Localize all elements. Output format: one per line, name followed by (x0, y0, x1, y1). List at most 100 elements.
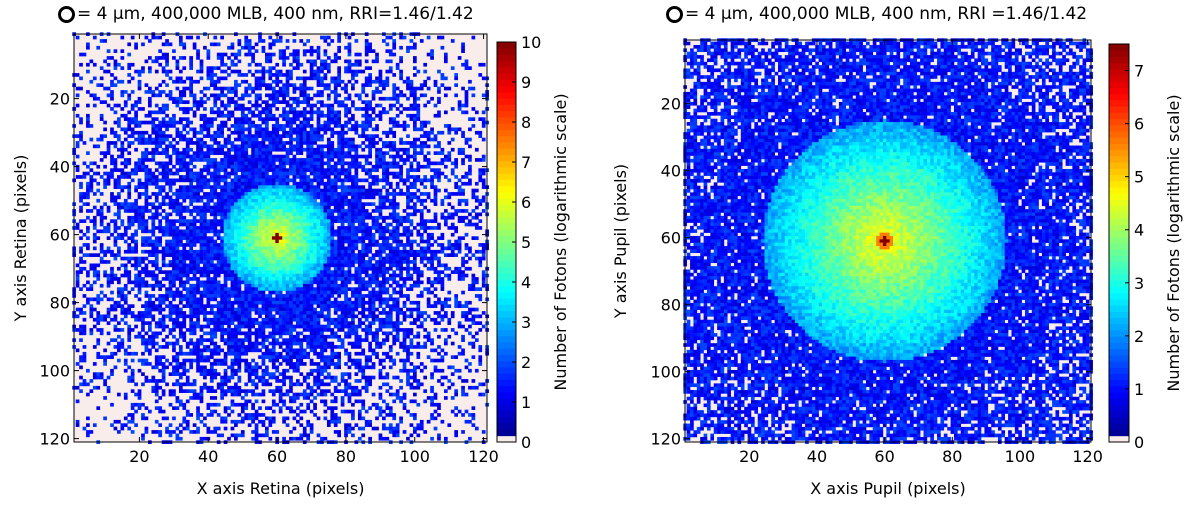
heatmap-cell (361, 253, 366, 257)
heatmap-cell (244, 127, 249, 132)
heatmap-cell (371, 144, 376, 149)
heatmap-cell (168, 260, 173, 264)
heatmap-cell (306, 202, 311, 206)
heatmap-cell (275, 198, 280, 203)
heatmap-cell (316, 147, 321, 152)
heatmap-cell (302, 222, 307, 227)
heatmap-cell (192, 45, 197, 50)
heatmap-cell (395, 100, 400, 104)
heatmap-cell (344, 144, 348, 149)
heatmap-cell (151, 110, 156, 115)
heatmap-cell (299, 110, 304, 115)
heatmap-cell (306, 198, 311, 203)
heatmap-cell (354, 161, 359, 166)
heatmap-cell (419, 127, 424, 132)
heatmap-cell (399, 270, 403, 274)
heatmap-cell (213, 188, 218, 193)
heatmap-cell (148, 141, 152, 145)
heatmap-cell (323, 161, 328, 166)
heatmap-cell (110, 249, 114, 254)
heatmap-cell (292, 273, 297, 278)
heatmap-cell (216, 178, 221, 183)
heatmap-cell (134, 171, 138, 176)
heatmap-cell (161, 195, 166, 200)
heatmap-cell (189, 120, 194, 125)
heatmap-cell (375, 239, 379, 244)
heatmap-cell (192, 195, 197, 200)
heatmap-cell (443, 266, 448, 271)
heatmap-cell (216, 168, 221, 172)
heatmap-cell (275, 154, 280, 159)
heatmap-cell (196, 171, 200, 176)
heatmap-cell (340, 134, 345, 138)
heatmap-cell (306, 86, 311, 91)
heatmap-cell (271, 260, 276, 264)
heatmap-cell (192, 134, 197, 138)
heatmap-cell (240, 209, 245, 213)
heatmap-cell (330, 164, 335, 169)
heatmap-cell (406, 171, 410, 176)
heatmap-cell (430, 181, 434, 186)
heatmap-cell (234, 229, 238, 234)
heatmap-cell (457, 270, 462, 274)
heatmap-cell (158, 212, 163, 217)
heatmap-cell (182, 260, 187, 264)
heatmap-cell (258, 270, 262, 274)
heatmap-cell (423, 246, 428, 251)
heatmap-cell (430, 253, 434, 257)
heatmap-cell (340, 212, 345, 217)
heatmap-cell (120, 151, 125, 155)
heatmap-cell (443, 86, 448, 91)
heatmap-cell (237, 178, 242, 183)
heatmap-cell (258, 239, 262, 244)
heatmap-cell (306, 185, 311, 189)
heatmap-cell (406, 188, 410, 193)
heatmap-cell (313, 192, 317, 196)
heatmap-cell (172, 266, 176, 271)
heatmap-cell (189, 192, 194, 196)
heatmap-cell (406, 175, 410, 179)
heatmap-cell (330, 185, 335, 189)
heatmap-cell (323, 249, 328, 254)
heatmap-cell (247, 273, 252, 278)
heatmap-cell (161, 137, 166, 142)
heatmap-cell (258, 168, 262, 172)
heatmap-cell (461, 151, 465, 155)
heatmap-cell (268, 249, 273, 254)
heatmap-cell (285, 39, 290, 43)
heatmap-cell (189, 256, 194, 261)
heatmap-cell (165, 243, 169, 247)
heatmap-cell (268, 161, 273, 166)
heatmap-cell (457, 178, 462, 183)
heatmap-cell (320, 113, 324, 118)
heatmap-cell (478, 249, 483, 254)
heatmap-cell (333, 205, 338, 210)
heatmap-cell (368, 42, 372, 47)
heatmap-cell (261, 226, 266, 230)
heatmap-cell (478, 175, 483, 179)
heatmap-cell (306, 178, 311, 183)
heatmap-cell (481, 249, 486, 254)
heatmap-cell (223, 154, 228, 159)
heatmap-cell (213, 96, 218, 101)
heatmap-cell (168, 243, 173, 247)
heatmap-cell (454, 76, 459, 81)
heatmap-cell (196, 232, 200, 237)
heatmap-cell (234, 86, 238, 91)
heatmap-cell (120, 161, 125, 166)
heatmap-cell (175, 266, 180, 271)
heatmap-cell (182, 164, 187, 169)
heatmap-cell (461, 103, 465, 108)
heatmap-cell (478, 202, 483, 206)
heatmap-cell (278, 178, 283, 183)
heatmap-cell (206, 266, 211, 271)
heatmap-cell (203, 178, 207, 183)
heatmap-cell (151, 171, 156, 176)
heatmap-cell (175, 212, 180, 217)
heatmap-cell (182, 195, 187, 200)
heatmap-cell (388, 263, 393, 268)
heatmap-cell (426, 249, 431, 254)
heatmap-cell (137, 215, 142, 220)
heatmap-cell (237, 103, 242, 108)
heatmap-cell (306, 141, 311, 145)
